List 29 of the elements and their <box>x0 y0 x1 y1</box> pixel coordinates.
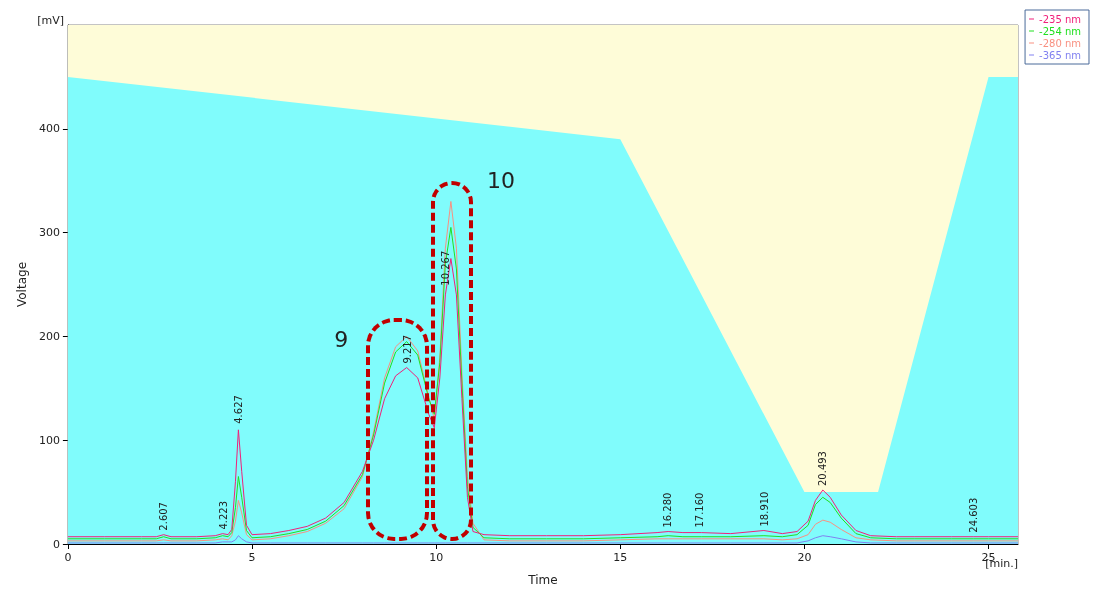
annotation: 16.280 <box>661 492 673 528</box>
legend-label: -280 nm <box>1039 37 1081 49</box>
x-tick-label: 10 <box>429 551 444 564</box>
legend-label: -235 nm <box>1039 13 1081 25</box>
annotation: 9.217 <box>401 334 413 364</box>
x-tick-label: 20 <box>797 551 812 564</box>
x-axis-title: Time <box>527 573 558 587</box>
annotation: 4.627 <box>232 395 244 424</box>
y-tick-label: 300 <box>38 226 60 240</box>
x-tick-label: 0 <box>64 551 72 564</box>
y-tick-label: 200 <box>38 329 60 343</box>
annotation: 10 <box>486 168 515 194</box>
annotation: 18.910 <box>758 491 770 527</box>
y-tick-label: 400 <box>38 122 60 136</box>
y-tick-label: 0 <box>52 537 60 551</box>
annotation: 4.223 <box>217 500 229 530</box>
y-tick-label: 100 <box>38 433 60 447</box>
annotation: 17.160 <box>694 492 706 528</box>
y-axis-title: Voltage <box>15 261 29 308</box>
annotation: 10.267 <box>440 250 452 286</box>
annotation: 9 <box>334 327 349 353</box>
annotation: 20.493 <box>817 451 829 487</box>
text: [mV] <box>37 13 64 27</box>
x-tick-label: 5 <box>248 551 256 564</box>
annotation: 2.607 <box>158 502 170 531</box>
annotation: 24.603 <box>968 497 980 533</box>
legend-label: -365 nm <box>1039 49 1081 61</box>
x-tick-label: 15 <box>613 551 628 564</box>
legend-label: -254 nm <box>1039 25 1081 37</box>
